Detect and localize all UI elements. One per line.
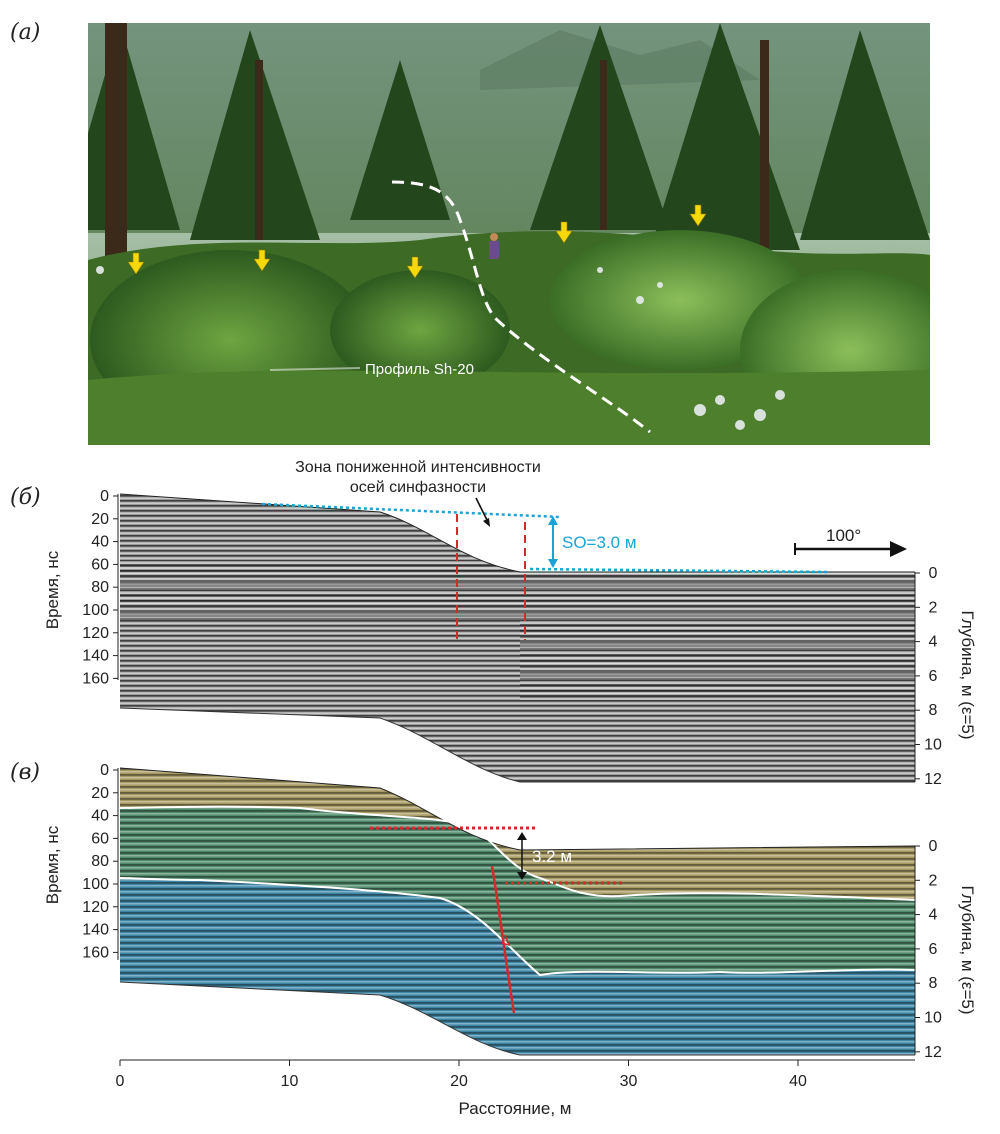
direction-label: 100° <box>826 526 861 545</box>
zone-label-line1: Зона пониженной интенсивности <box>295 459 541 476</box>
depth-c-tick-label: 8 <box>929 975 938 992</box>
down-arrow-icon <box>253 249 271 272</box>
time-b-tick-label: 100 <box>82 602 109 619</box>
surface-upper-marker <box>261 502 561 519</box>
depth-b-tick-label: 2 <box>929 599 938 616</box>
fault-line <box>490 865 516 1014</box>
depth-c-tick-label: 10 <box>924 1010 942 1027</box>
down-arrow-icon <box>406 256 424 279</box>
time-axis-label-c: Время, нс <box>43 825 62 904</box>
time-c-tick-label: 20 <box>91 785 109 802</box>
scarp-trace-line <box>391 180 651 434</box>
down-arrow-icon <box>689 204 707 227</box>
person-figure <box>489 233 499 259</box>
time-c-tick-label: 0 <box>100 762 109 779</box>
radargram-b <box>119 493 915 783</box>
depth-b-tick-label: 10 <box>924 737 942 754</box>
distance-tick-label: 20 <box>450 1073 468 1090</box>
panel-letter-a: (а) <box>10 20 41 45</box>
depth-c-tick-label: 4 <box>929 907 938 924</box>
distance-tick-label: 0 <box>116 1073 125 1090</box>
depth-b-tick-label: 12 <box>924 771 942 788</box>
time-b-tick-label: 20 <box>91 511 109 528</box>
time-c-tick-label: 120 <box>82 899 109 916</box>
distance-ticks: 0 10 20 30 40 <box>116 1060 807 1090</box>
profile-line <box>269 367 361 371</box>
offset-label-b: SO=3.0 м <box>562 533 637 552</box>
field-photo <box>88 23 930 445</box>
time-c-tick-label: 40 <box>91 808 109 825</box>
depth-c-tick-label: 0 <box>929 838 938 855</box>
depth-b-tick-label: 6 <box>929 668 938 685</box>
zone-callout-arrow <box>475 497 489 523</box>
time-b-tick-label: 0 <box>100 488 109 505</box>
depth-c-tick-label: 2 <box>929 872 938 889</box>
time-c-tick-label: 60 <box>91 830 109 847</box>
distance-axis-label: Расстояние, м <box>459 1099 572 1118</box>
layer-boundary-upper <box>119 805 916 901</box>
time-ticks-b: 0 20 40 60 80 100 120 140 160 <box>82 488 118 687</box>
time-axis-label-b: Время, нс <box>43 550 62 629</box>
depth-b-tick-label: 4 <box>929 634 938 651</box>
time-b-tick-label: 80 <box>91 579 109 596</box>
panel-letter-c: (в) <box>10 760 40 785</box>
radargram-c <box>119 767 916 1056</box>
depth-b-tick-label: 8 <box>929 702 938 719</box>
direction-arrow-icon <box>794 541 907 557</box>
time-c-tick-label: 100 <box>82 876 109 893</box>
time-b-tick-label: 60 <box>91 556 109 573</box>
depth-c-tick-label: 12 <box>924 1044 942 1061</box>
depth-ticks-b: 0 2 4 6 8 10 12 <box>915 565 942 788</box>
distance-tick-label: 10 <box>281 1073 299 1090</box>
time-b-tick-label: 140 <box>82 648 109 665</box>
depth-b-tick-label: 0 <box>929 565 938 582</box>
down-arrow-icon <box>555 221 573 244</box>
time-b-tick-label: 120 <box>82 625 109 642</box>
distance-tick-label: 40 <box>789 1073 807 1090</box>
marker-arrow-icon-group <box>127 204 707 279</box>
time-b-tick-label: 40 <box>91 534 109 551</box>
depth-c-tick-label: 6 <box>929 941 938 958</box>
time-c-tick-label: 160 <box>82 944 109 961</box>
offset-label-c: 3.2 м <box>532 847 572 866</box>
layer-boundary-lower <box>119 877 916 977</box>
down-arrow-icon <box>127 252 145 275</box>
time-c-tick-label: 140 <box>82 922 109 939</box>
depth-axis-label-c: Глубина, м (ε=5) <box>958 885 977 1014</box>
zone-label-line2: осей синфазности <box>350 479 486 496</box>
surface-lower-marker <box>529 567 831 574</box>
depth-ticks-c: 0 2 4 6 8 10 12 <box>915 838 942 1061</box>
time-ticks-c: 0 20 40 60 80 100 120 140 160 <box>82 762 118 961</box>
depth-axis-label-b: Глубина, м (ε=5) <box>958 610 977 739</box>
time-c-tick-label: 80 <box>91 853 109 870</box>
panel-letter-b: (б) <box>10 485 41 510</box>
distance-tick-label: 30 <box>620 1073 638 1090</box>
profile-label: Профиль Sh-20 <box>365 361 474 378</box>
time-b-tick-label: 160 <box>82 670 109 687</box>
